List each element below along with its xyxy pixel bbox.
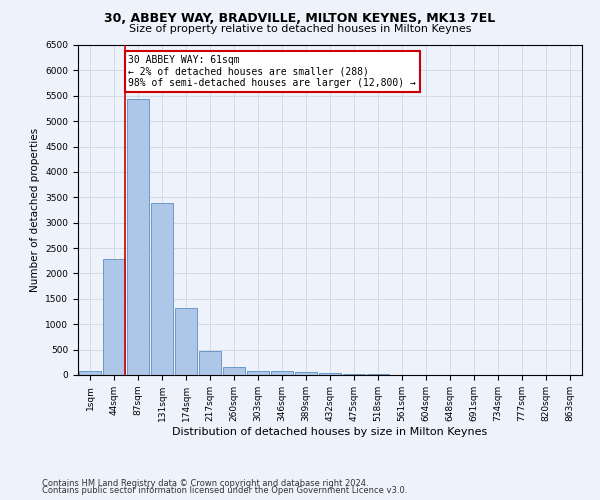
Bar <box>79 372 101 375</box>
Bar <box>343 374 365 375</box>
Bar <box>319 373 341 375</box>
Text: Contains public sector information licensed under the Open Government Licence v3: Contains public sector information licen… <box>42 486 407 495</box>
Bar <box>199 351 221 375</box>
Bar <box>247 370 269 375</box>
Text: Contains HM Land Registry data © Crown copyright and database right 2024.: Contains HM Land Registry data © Crown c… <box>42 478 368 488</box>
Bar <box>151 204 173 375</box>
Bar <box>127 100 149 375</box>
X-axis label: Distribution of detached houses by size in Milton Keynes: Distribution of detached houses by size … <box>172 426 488 436</box>
Bar <box>103 259 125 375</box>
Bar <box>223 367 245 375</box>
Y-axis label: Number of detached properties: Number of detached properties <box>30 128 40 292</box>
Bar <box>295 372 317 375</box>
Bar <box>175 308 197 375</box>
Text: Size of property relative to detached houses in Milton Keynes: Size of property relative to detached ho… <box>129 24 471 34</box>
Text: 30, ABBEY WAY, BRADVILLE, MILTON KEYNES, MK13 7EL: 30, ABBEY WAY, BRADVILLE, MILTON KEYNES,… <box>104 12 496 26</box>
Bar <box>271 372 293 375</box>
Text: 30 ABBEY WAY: 61sqm
← 2% of detached houses are smaller (288)
98% of semi-detach: 30 ABBEY WAY: 61sqm ← 2% of detached hou… <box>128 55 416 88</box>
Bar <box>367 374 389 375</box>
